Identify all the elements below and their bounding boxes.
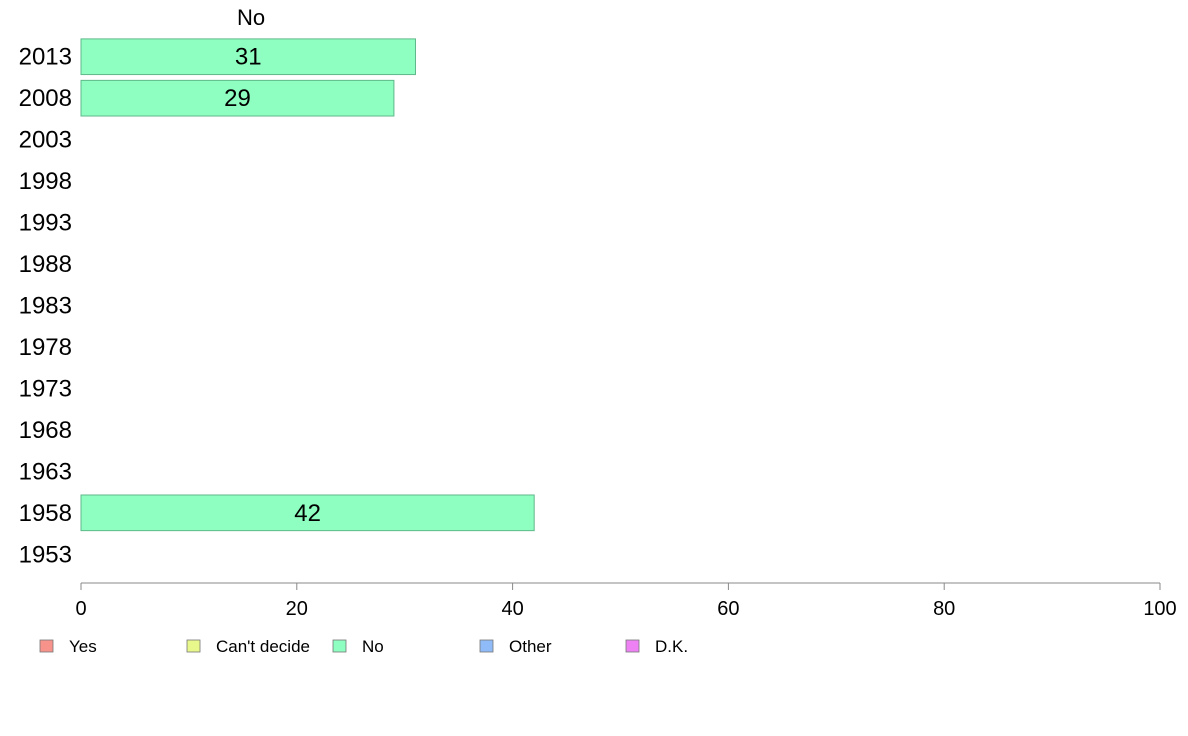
bar-no-2013 [80,38,416,76]
y-tick-label-1963: 1963 [19,458,72,485]
x-tick-label-0: 0 [75,598,86,620]
legend-label-can-t-decide: Can't decide [216,637,310,656]
x-tick-label-20: 20 [286,598,308,620]
y-tick-label-1988: 1988 [19,251,72,278]
y-tick-label-1968: 1968 [19,417,72,444]
x-axis: 0 20 40 60 80 100 [75,582,1177,620]
legend-label-no: No [362,637,384,656]
legend-swatch-other [479,639,494,653]
y-tick-label-1993: 1993 [19,210,72,237]
y-tick-label-1983: 1983 [19,293,72,320]
bar-no-1958 [80,494,535,532]
y-axis-labels: 2013 2008 2003 1998 1993 1988 1983 1978 1973 1968… [19,44,72,569]
y-tick-label-2008: 2008 [19,85,72,112]
legend-swatch-no [332,639,347,653]
y-tick-label-1958: 1958 [19,500,72,527]
y-tick-label-1973: 1973 [19,375,72,402]
y-tick-label-2003: 2003 [19,127,72,154]
bar-no-2008 [80,79,395,117]
legend-label-d-k: D.K. [655,637,688,656]
y-tick-label-1978: 1978 [19,334,72,361]
legend-swatch-can-t-decide [186,639,201,653]
y-tick-label-1998: 1998 [19,168,72,195]
legend: Yes Can't decide No Other D.K. [39,637,688,656]
bar-value-label-2008: 29 [224,85,251,112]
x-tick-label-100: 100 [1143,598,1176,620]
x-tick-label-60: 60 [717,598,739,620]
legend-label-other: Other [509,637,552,656]
y-tick-label-1953: 1953 [19,541,72,568]
legend-swatch-d-k [625,639,640,653]
x-tick-label-80: 80 [933,598,955,620]
bar-value-label-2013: 31 [235,44,262,71]
legend-label-yes: Yes [69,637,97,656]
legend-swatch-yes [39,639,54,653]
bar-value-label-1958: 42 [294,500,321,527]
y-tick-label-2013: 2013 [19,44,72,71]
x-tick-label-40: 40 [501,598,523,620]
bars: 31 29 42 [80,38,535,532]
column-header: No [237,5,265,30]
